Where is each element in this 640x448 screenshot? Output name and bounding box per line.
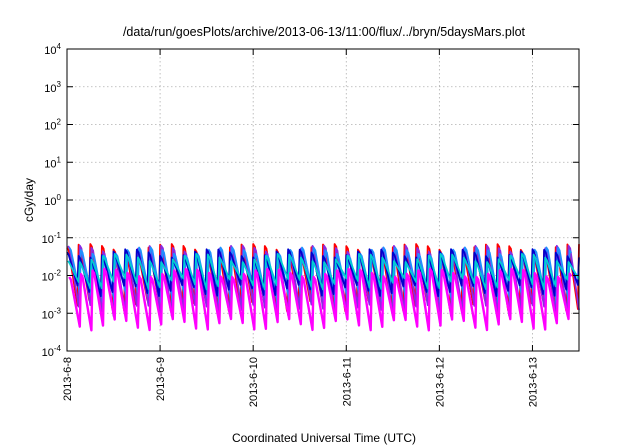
y-tick-label: 104 <box>44 42 61 57</box>
series-line <box>67 252 580 291</box>
x-tick-label: 2013-6-8 <box>62 357 74 401</box>
x-tick-label: 2013-6-13 <box>527 357 539 407</box>
y-tick-label: 100 <box>44 193 61 208</box>
y-tick-label: 10-1 <box>42 231 62 246</box>
y-tick-label: 102 <box>44 118 61 133</box>
x-axis: 2013-6-8 2013-6-9 2013-6-10 2013-6-11 2013-6… <box>62 49 539 407</box>
y-axis: 104 103 102 101 100 10-1 10-2 10-3 10-4 <box>42 42 579 359</box>
series-line <box>68 267 573 332</box>
x-tick-label: 2013-6-9 <box>155 357 167 401</box>
series-group <box>66 243 580 332</box>
x-tick-label: 2013-6-12 <box>434 357 446 407</box>
y-axis-label: cGy/day <box>22 178 36 222</box>
series-line <box>66 248 580 298</box>
x-axis-label: Coordinated Universal Time (UTC) <box>232 431 416 445</box>
x-tick-label: 2013-6-10 <box>248 357 260 407</box>
y-tick-label: 103 <box>44 80 61 95</box>
y-tick-label: 101 <box>44 155 61 170</box>
y-tick-label: 10-3 <box>42 306 62 321</box>
y-tick-label: 10-2 <box>42 269 62 284</box>
x-tick-label: 2013-6-11 <box>341 357 353 406</box>
y-tick-label: 10-4 <box>42 344 62 359</box>
chart-title: /data/run/goesPlots/archive/2013-06-13/1… <box>123 25 526 39</box>
